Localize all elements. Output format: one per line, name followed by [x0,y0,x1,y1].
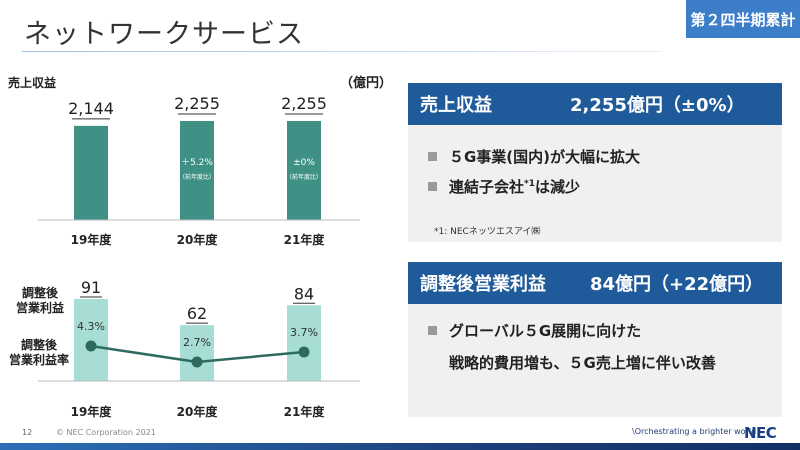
bullet-text: 連結子会社*1は減少 [449,178,580,196]
margin-value-label: 3.7% [290,326,318,339]
revenue-bar [287,121,321,220]
revenue-chart-label: 売上収益 [8,76,57,90]
bullet-text: ５G事業(国内)が大幅に拡大 [449,148,641,166]
panel-profit-title: 調整後営業利益 [420,274,546,295]
profit-bar [74,299,108,381]
panel-revenue-value: 2,255億円（±0%） [570,95,745,116]
panel-revenue-bullet: 連結子会社*1は減少 [428,176,580,197]
profit-category-label: 19年度 [71,404,113,419]
unit-label: （億円） [340,76,393,91]
revenue-value-label: 2,255 [281,94,327,113]
bullet-square-icon [428,152,437,161]
page-number: 12 [22,428,33,437]
revenue-category-label: 21年度 [284,232,326,247]
title-underline [22,51,662,52]
revenue-category-label: 20年度 [177,232,219,247]
margin-point [85,340,97,352]
revenue-value-label: 2,144 [68,99,114,118]
revenue-change-label: ±0% [293,158,315,168]
footnote: *1: NECネッツエスアイ㈱ [434,227,541,237]
profit-value-label: 91 [81,278,101,297]
margin-label: 調整後 営業利益率 [8,338,69,367]
bullet-square-icon [428,326,437,335]
tagline: \Orchestrating a brighter world [632,427,757,436]
period-badge: 第２四半期累計 [686,0,800,38]
revenue-bar [180,121,214,220]
bullet-text: グローバル５G展開に向けた [449,322,642,340]
profit-value-label: 84 [294,284,314,303]
profit-bar [180,325,214,381]
margin-point [298,346,310,358]
panel-revenue-body [408,125,782,242]
charts-area: 2,144 2,255 ＋5.2% （前年度比） 2,255 ±0% （前年度比） 19年度 2… [38,94,360,419]
profit-value-label: 62 [187,304,207,323]
panel-revenue-bullet: ５G事業(国内)が大幅に拡大 [428,146,640,167]
revenue-change-label: ＋5.2% [181,157,213,168]
profit-label: 調整後 営業利益 [15,286,64,315]
profit-category-label: 20年度 [177,404,219,419]
profit-category-label: 21年度 [284,404,326,419]
margin-value-label: 4.3% [77,320,105,333]
revenue-value-label: 2,255 [174,94,220,113]
profit-bar [287,305,321,381]
bullet-square-icon [428,182,437,191]
nec-logo: NEC [744,424,777,442]
panel-profit-bullet: グローバル５G展開に向けた [428,320,641,341]
revenue-change-note: （前年度比） [286,173,322,181]
panel-revenue-header: 売上収益 2,255億円（±0%） [408,83,782,125]
page-title: ネットワークサービス [24,19,304,50]
footer-stripe [0,443,800,450]
revenue-category-label: 19年度 [71,232,113,247]
panel-profit-bullet-continued: 戦略的費用増も、５G売上増に伴い改善 [428,352,716,373]
panel-profit-value: 84億円（+22億円） [590,274,764,295]
bullet-text: 戦略的費用増も、５G売上増に伴い改善 [449,354,716,372]
revenue-bar [74,125,108,220]
panel-revenue-title: 売上収益 [420,95,492,116]
panel-profit-header: 調整後営業利益 84億円（+22億円） [408,262,782,304]
revenue-change-note: （前年度比） [179,173,215,181]
copyright: © NEC Corporation 2021 [56,428,156,437]
margin-point [191,356,203,368]
margin-value-label: 2.7% [183,336,211,349]
panel-profit-body [408,304,782,417]
